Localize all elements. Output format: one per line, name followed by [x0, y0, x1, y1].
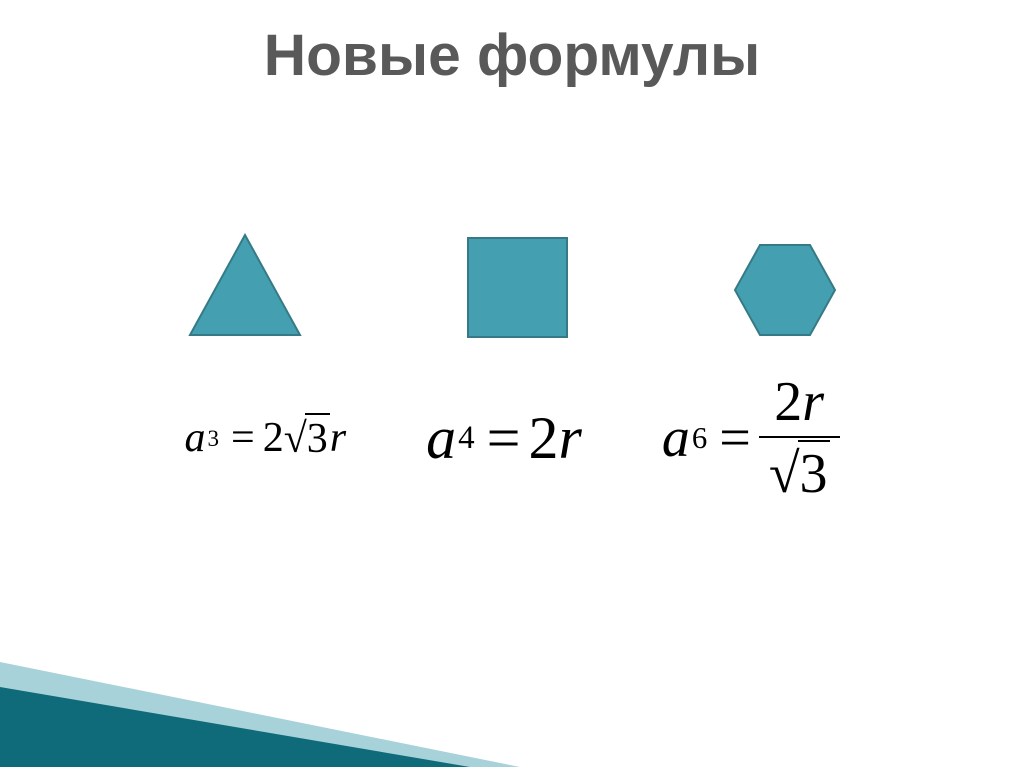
formula-var: a [426, 404, 456, 473]
fraction-denominator: √ 3 [759, 438, 840, 506]
formula-hexagon: a6 = 2r √ 3 [662, 370, 840, 506]
hexagon-icon [730, 240, 840, 340]
square-shape [465, 235, 570, 340]
hexagon-shape [730, 240, 840, 340]
fraction-numerator: 2r [764, 370, 834, 436]
var-r: r [330, 414, 346, 462]
equals-sign: = [231, 414, 255, 462]
slide: Новые формулы a3 = 2 √ 3 r [0, 0, 1024, 767]
var-r: r [558, 404, 581, 473]
triangle-shape [185, 230, 305, 340]
sqrt: √ 3 [769, 440, 830, 506]
sqrt-sign-icon: √ [769, 442, 800, 506]
coeff: 2 [263, 414, 284, 462]
formula-sub: 3 [207, 425, 219, 452]
coeff: 2 [528, 404, 558, 473]
var-r: r [802, 371, 824, 433]
equals-sign: = [719, 406, 751, 470]
coeff: 2 [774, 371, 802, 433]
formula-var: a [184, 414, 205, 462]
sqrt-sign-icon: √ [284, 415, 307, 463]
formula-var: a [662, 406, 690, 470]
corner-accent-graphic [0, 662, 520, 767]
formula-square: a4 = 2r [426, 404, 582, 473]
equals-sign: = [487, 404, 521, 473]
sqrt-arg: 3 [305, 413, 330, 463]
formula-triangle: a3 = 2 √ 3 r [184, 413, 346, 463]
sqrt: √ 3 [284, 413, 330, 463]
fraction: 2r √ 3 [759, 370, 840, 506]
shapes-row [0, 230, 1024, 340]
formulas-row: a3 = 2 √ 3 r a4 = 2r a6 = 2r √ [0, 370, 1024, 506]
sqrt-arg: 3 [798, 440, 830, 506]
formula-sub: 6 [692, 421, 707, 456]
triangle-icon [185, 230, 305, 340]
slide-title: Новые формулы [0, 22, 1024, 89]
formula-sub: 4 [458, 420, 475, 457]
square-icon [465, 235, 570, 340]
